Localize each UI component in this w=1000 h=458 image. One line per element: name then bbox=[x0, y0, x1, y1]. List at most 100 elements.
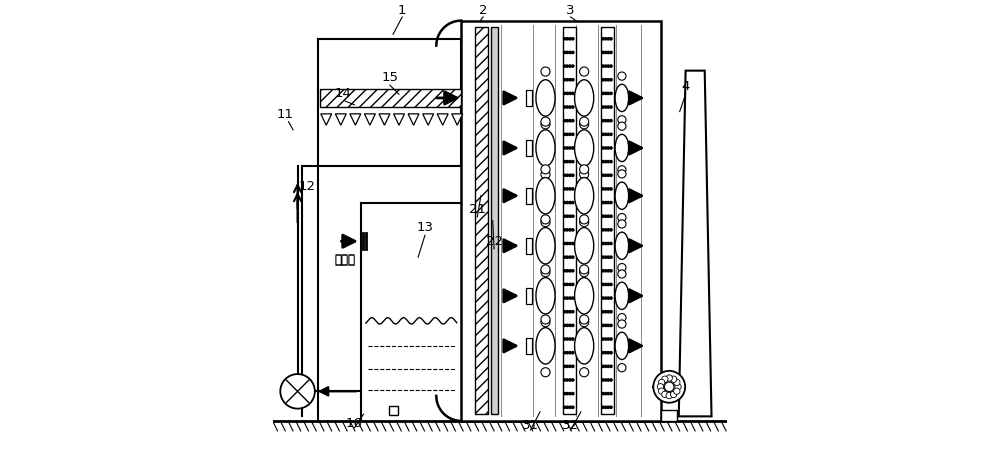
Circle shape bbox=[566, 324, 568, 327]
Circle shape bbox=[541, 265, 550, 274]
Polygon shape bbox=[408, 114, 419, 125]
Circle shape bbox=[607, 338, 609, 340]
Circle shape bbox=[662, 391, 668, 398]
Circle shape bbox=[280, 374, 315, 409]
Circle shape bbox=[566, 65, 568, 67]
Circle shape bbox=[569, 229, 571, 231]
Circle shape bbox=[604, 215, 607, 218]
Text: 进风口: 进风口 bbox=[334, 253, 355, 266]
Bar bbox=[661, 409, 677, 421]
Ellipse shape bbox=[536, 178, 555, 214]
Ellipse shape bbox=[536, 228, 555, 264]
Circle shape bbox=[563, 202, 566, 204]
Circle shape bbox=[572, 38, 574, 40]
Circle shape bbox=[607, 311, 609, 313]
Circle shape bbox=[563, 92, 566, 94]
Polygon shape bbox=[379, 114, 390, 125]
Text: 32: 32 bbox=[562, 419, 579, 432]
Circle shape bbox=[569, 270, 571, 272]
Circle shape bbox=[607, 256, 609, 258]
Circle shape bbox=[602, 379, 604, 381]
Circle shape bbox=[607, 106, 609, 108]
Circle shape bbox=[563, 352, 566, 354]
Circle shape bbox=[563, 65, 566, 67]
Circle shape bbox=[604, 352, 607, 354]
Circle shape bbox=[572, 379, 574, 381]
Bar bbox=[526, 288, 532, 304]
Circle shape bbox=[580, 117, 589, 126]
Circle shape bbox=[563, 147, 566, 149]
Circle shape bbox=[563, 324, 566, 327]
Circle shape bbox=[572, 160, 574, 163]
Circle shape bbox=[602, 120, 604, 122]
Circle shape bbox=[618, 364, 626, 372]
Circle shape bbox=[602, 338, 604, 340]
Text: 16: 16 bbox=[346, 417, 363, 430]
Text: 11: 11 bbox=[277, 108, 294, 120]
Bar bbox=[461, 21, 661, 421]
Circle shape bbox=[607, 38, 609, 40]
Circle shape bbox=[604, 297, 607, 299]
Bar bbox=[526, 238, 532, 254]
Circle shape bbox=[572, 311, 574, 313]
Circle shape bbox=[566, 202, 568, 204]
Circle shape bbox=[563, 215, 566, 218]
Circle shape bbox=[569, 379, 571, 381]
Circle shape bbox=[569, 338, 571, 340]
Ellipse shape bbox=[536, 327, 555, 364]
Circle shape bbox=[566, 51, 568, 54]
Circle shape bbox=[602, 65, 604, 67]
Polygon shape bbox=[452, 114, 463, 125]
Circle shape bbox=[563, 188, 566, 190]
Text: 4: 4 bbox=[681, 81, 690, 93]
Circle shape bbox=[604, 324, 607, 327]
Circle shape bbox=[563, 106, 566, 108]
Circle shape bbox=[566, 379, 568, 381]
Text: 13: 13 bbox=[416, 221, 433, 234]
Circle shape bbox=[563, 133, 566, 136]
Circle shape bbox=[566, 106, 568, 108]
Circle shape bbox=[604, 311, 607, 313]
Circle shape bbox=[618, 320, 626, 328]
Ellipse shape bbox=[536, 130, 555, 166]
Circle shape bbox=[602, 188, 604, 190]
Circle shape bbox=[604, 256, 607, 258]
Ellipse shape bbox=[575, 130, 594, 166]
Bar bbox=[563, 27, 576, 414]
Circle shape bbox=[563, 79, 566, 81]
Circle shape bbox=[604, 270, 607, 272]
Circle shape bbox=[607, 174, 609, 176]
Circle shape bbox=[572, 51, 574, 54]
Circle shape bbox=[607, 406, 609, 409]
Ellipse shape bbox=[575, 327, 594, 364]
Circle shape bbox=[618, 116, 626, 124]
Circle shape bbox=[563, 174, 566, 176]
Circle shape bbox=[572, 92, 574, 94]
Circle shape bbox=[607, 352, 609, 354]
Bar bbox=[475, 27, 488, 414]
Circle shape bbox=[658, 388, 665, 394]
Circle shape bbox=[569, 284, 571, 286]
Circle shape bbox=[610, 65, 612, 67]
Circle shape bbox=[566, 215, 568, 218]
Circle shape bbox=[563, 311, 566, 313]
Circle shape bbox=[566, 352, 568, 354]
Circle shape bbox=[610, 38, 612, 40]
Circle shape bbox=[569, 324, 571, 327]
Circle shape bbox=[566, 133, 568, 136]
Polygon shape bbox=[335, 114, 346, 125]
Bar bbox=[320, 89, 461, 107]
Circle shape bbox=[563, 270, 566, 272]
Text: 进风口: 进风口 bbox=[334, 254, 355, 267]
Circle shape bbox=[607, 79, 609, 81]
Ellipse shape bbox=[536, 278, 555, 314]
Ellipse shape bbox=[615, 182, 629, 209]
Ellipse shape bbox=[536, 80, 555, 116]
Bar bbox=[526, 188, 532, 204]
Circle shape bbox=[610, 365, 612, 367]
Circle shape bbox=[675, 384, 681, 390]
Circle shape bbox=[674, 379, 680, 386]
Ellipse shape bbox=[575, 80, 594, 116]
Circle shape bbox=[610, 79, 612, 81]
Circle shape bbox=[566, 406, 568, 409]
